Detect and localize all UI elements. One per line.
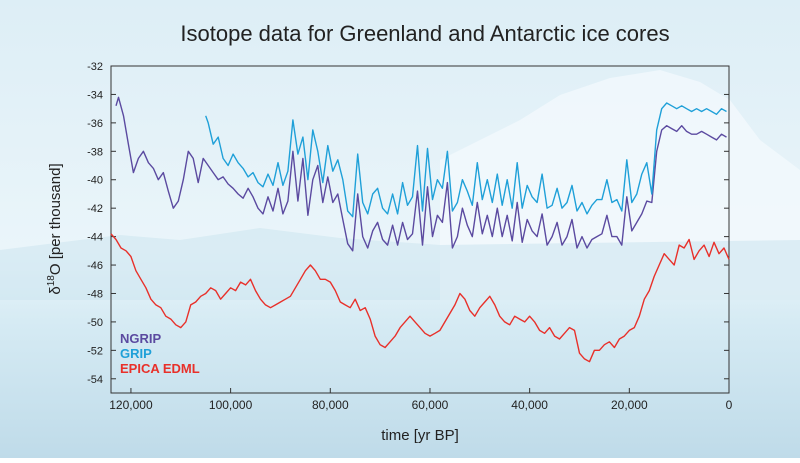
y-tick-label: -36 <box>87 118 103 130</box>
y-axis-label: δ18O [per thousand] <box>46 163 64 294</box>
plot-area: -32 -34 -36 -38 -40 -42 -44 -46 -48 -50 -52 -54 120… <box>87 61 733 412</box>
y-tick-label: -54 <box>87 374 103 386</box>
legend-grip: GRIP <box>120 346 152 361</box>
y-tick-label: -40 <box>87 175 103 187</box>
y-tick-label: -50 <box>87 317 103 329</box>
x-axis-label: time [yr BP] <box>381 427 459 444</box>
y-axis: -32 -34 -36 -38 -40 -42 -44 -46 -48 -50 -52 -54 <box>87 61 729 386</box>
legend-epica-edml: EPICA EDML <box>120 361 200 376</box>
legend-ngrip: NGRIP <box>120 331 162 346</box>
y-tick-label: -48 <box>87 288 103 300</box>
x-tick-label: 80,000 <box>312 398 349 412</box>
legend: NGRIP GRIP EPICA EDML <box>120 331 200 376</box>
x-axis: 120,000 100,000 80,000 60,000 40,000 20,000 0 <box>109 388 733 412</box>
x-tick-label: 0 <box>726 398 733 412</box>
x-tick-label: 120,000 <box>109 398 153 412</box>
y-tick-label: -32 <box>87 61 103 73</box>
series-line-ngrip <box>115 96 727 252</box>
y-tick-label: -42 <box>87 203 103 215</box>
x-tick-label: 40,000 <box>511 398 548 412</box>
y-tick-label: -46 <box>87 260 103 272</box>
x-tick-label: 100,000 <box>209 398 253 412</box>
series-line-grip <box>205 102 727 218</box>
chart-title: Isotope data for Greenland and Antarctic… <box>180 21 669 46</box>
x-tick-label: 20,000 <box>611 398 648 412</box>
y-tick-label: -34 <box>87 89 103 101</box>
x-tick-label: 60,000 <box>412 398 449 412</box>
ice-horizon <box>0 228 800 300</box>
y-tick-label: -44 <box>87 232 103 244</box>
series-line-epica-edml <box>110 233 730 363</box>
plot-frame <box>110 65 730 394</box>
series-lines <box>110 96 730 363</box>
y-tick-label: -52 <box>87 345 103 357</box>
y-tick-label: -38 <box>87 146 103 158</box>
